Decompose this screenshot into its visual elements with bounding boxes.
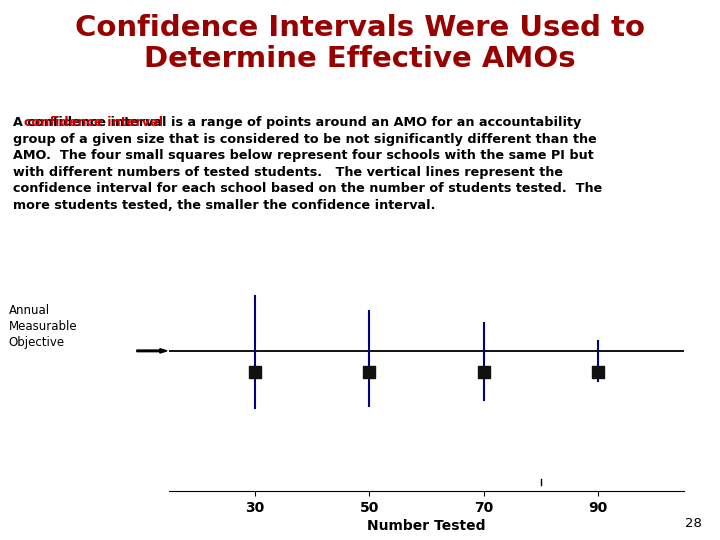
Point (249, 367, 261, 376)
Text: A confidence interval is a range of points around an AMO for an accountability
g: A confidence interval is a range of poin… (13, 116, 602, 212)
Point (364, 367, 375, 376)
Point (593, 367, 604, 376)
Text: Annual
Measurable
Objective: Annual Measurable Objective (9, 304, 77, 349)
X-axis label: Number Tested: Number Tested (367, 519, 486, 534)
Point (478, 367, 490, 376)
Text: Confidence Intervals Were Used to
Determine Effective AMOs: Confidence Intervals Were Used to Determ… (75, 14, 645, 73)
Text: confidence interval: confidence interval (24, 116, 163, 129)
Text: 28: 28 (685, 517, 702, 530)
